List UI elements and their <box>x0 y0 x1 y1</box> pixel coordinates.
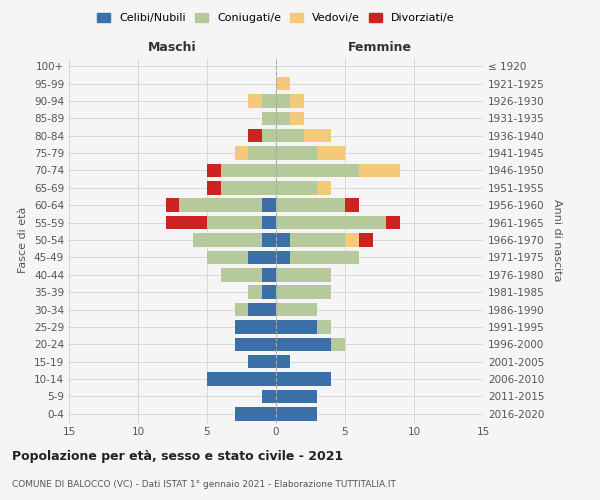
Bar <box>262 94 276 108</box>
Bar <box>359 164 400 177</box>
Bar <box>276 320 317 334</box>
Bar <box>248 355 276 368</box>
Text: COMUNE DI BALOCCO (VC) - Dati ISTAT 1° gennaio 2021 - Elaborazione TUTTITALIA.IT: COMUNE DI BALOCCO (VC) - Dati ISTAT 1° g… <box>12 480 396 489</box>
Bar <box>276 129 304 142</box>
Bar <box>276 390 317 403</box>
Bar <box>290 233 345 247</box>
Bar <box>235 338 276 351</box>
Bar <box>317 181 331 194</box>
Bar <box>386 216 400 230</box>
Bar <box>262 198 276 212</box>
Text: Femmine: Femmine <box>347 41 412 54</box>
Bar <box>235 302 248 316</box>
Bar <box>248 286 262 299</box>
Legend: Celibi/Nubili, Coniugati/e, Vedovi/e, Divorziati/e: Celibi/Nubili, Coniugati/e, Vedovi/e, Di… <box>93 8 459 28</box>
Bar <box>262 129 276 142</box>
Bar <box>207 250 248 264</box>
Bar <box>276 286 331 299</box>
Bar <box>235 146 248 160</box>
Bar <box>276 302 317 316</box>
Bar <box>317 320 331 334</box>
Bar <box>166 198 179 212</box>
Bar <box>276 338 331 351</box>
Text: Maschi: Maschi <box>148 41 197 54</box>
Bar <box>262 390 276 403</box>
Bar <box>276 181 317 194</box>
Bar <box>290 112 304 125</box>
Bar <box>345 233 359 247</box>
Bar <box>207 164 221 177</box>
Bar <box>248 129 262 142</box>
Bar <box>262 233 276 247</box>
Bar <box>331 338 345 351</box>
Bar <box>276 112 290 125</box>
Text: Popolazione per età, sesso e stato civile - 2021: Popolazione per età, sesso e stato civil… <box>12 450 343 463</box>
Bar <box>276 250 290 264</box>
Bar <box>345 198 359 212</box>
Bar <box>304 129 331 142</box>
Bar <box>276 355 290 368</box>
Bar <box>248 146 276 160</box>
Bar <box>235 320 276 334</box>
Bar <box>221 268 262 281</box>
Bar <box>262 112 276 125</box>
Bar <box>207 181 221 194</box>
Bar <box>276 164 359 177</box>
Bar <box>317 146 345 160</box>
Bar <box>221 181 276 194</box>
Bar <box>179 198 262 212</box>
Bar <box>276 233 290 247</box>
Bar <box>276 372 331 386</box>
Bar <box>262 286 276 299</box>
Bar <box>276 268 331 281</box>
Bar <box>248 94 262 108</box>
Bar <box>276 216 386 230</box>
Bar <box>359 233 373 247</box>
Bar <box>262 268 276 281</box>
Bar <box>262 216 276 230</box>
Bar <box>221 164 276 177</box>
Y-axis label: Anni di nascita: Anni di nascita <box>551 198 562 281</box>
Bar <box>193 233 262 247</box>
Bar <box>207 372 276 386</box>
Y-axis label: Fasce di età: Fasce di età <box>19 207 28 273</box>
Bar <box>207 216 262 230</box>
Bar <box>276 146 317 160</box>
Bar <box>248 302 276 316</box>
Bar <box>248 250 276 264</box>
Bar <box>276 77 290 90</box>
Bar <box>235 407 276 420</box>
Bar <box>290 250 359 264</box>
Bar <box>290 94 304 108</box>
Bar <box>276 198 345 212</box>
Bar <box>276 407 317 420</box>
Bar <box>166 216 207 230</box>
Bar <box>276 94 290 108</box>
